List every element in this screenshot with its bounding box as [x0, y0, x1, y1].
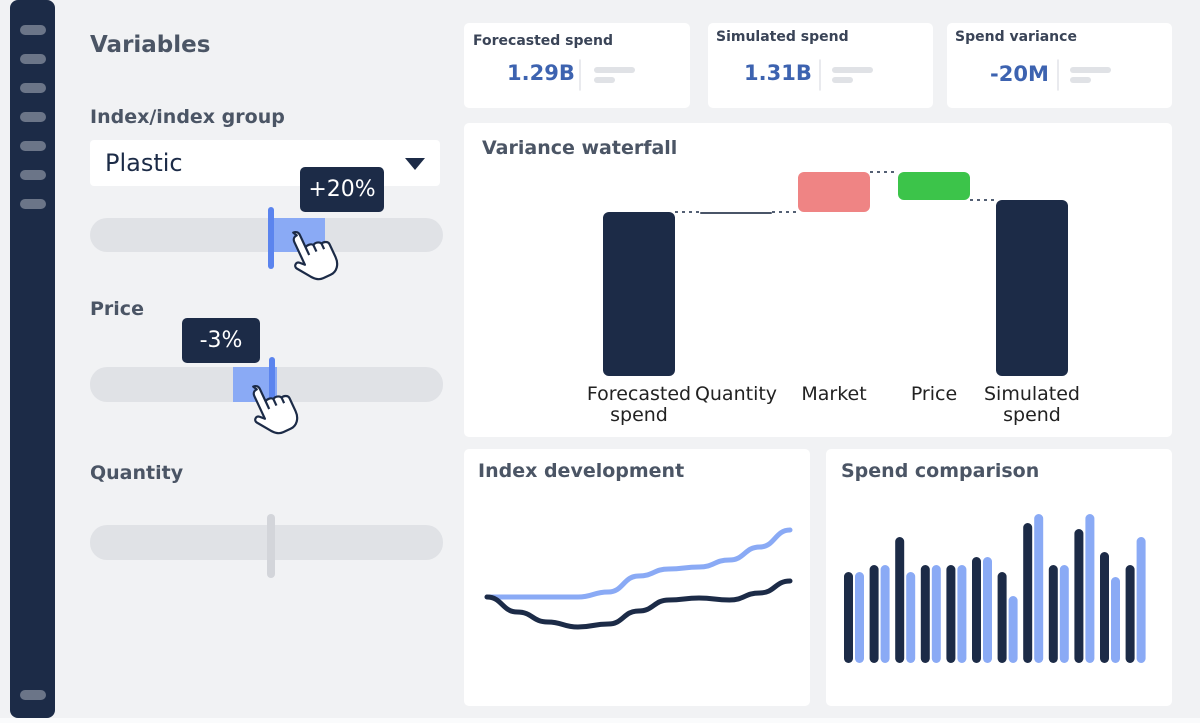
category-label: Price	[910, 383, 958, 405]
waterfall-bar	[898, 172, 970, 200]
comparison-bar	[880, 565, 890, 663]
comparison-bar	[920, 565, 930, 663]
comparison-bar	[906, 572, 916, 663]
kpi-decor	[579, 59, 1111, 91]
kpi-title: Spend variance	[955, 29, 1077, 45]
kpi-card	[464, 23, 690, 108]
waterfall-bar	[700, 212, 772, 214]
comparison-bar	[957, 565, 967, 663]
comparison-bar	[1023, 523, 1033, 663]
dropdown-value[interactable]: Plastic	[105, 149, 183, 177]
sidebar	[10, 0, 55, 718]
field-label: Index/index group	[90, 106, 285, 128]
nav-item[interactable]	[20, 199, 46, 209]
kpi-value: 1.31B	[744, 61, 812, 85]
comparison-bar	[1136, 537, 1146, 663]
waterfall-bar	[996, 200, 1068, 376]
nav-item[interactable]	[20, 690, 46, 700]
comparison-bar	[972, 557, 981, 663]
change-tooltip: -3%	[182, 318, 260, 363]
nav-item[interactable]	[20, 83, 46, 93]
comparison-bar	[1008, 596, 1018, 663]
dropdown-arrow[interactable]	[405, 158, 425, 170]
nav-item[interactable]	[20, 25, 46, 35]
slider-track[interactable]	[90, 525, 443, 560]
comparison-bar	[931, 565, 941, 663]
nav-item[interactable]	[20, 170, 46, 180]
comparison-bar	[1074, 529, 1084, 663]
comparison-bar	[844, 572, 853, 663]
comparison-bar	[1048, 565, 1058, 663]
category-label: Simulated spend	[983, 383, 1080, 426]
card-title: Index development	[478, 460, 685, 482]
comparison-bar	[997, 572, 1007, 663]
comparison-bar	[895, 537, 905, 663]
kpi-value: -20M	[990, 62, 1049, 86]
kpi-value: 1.29B	[507, 61, 575, 85]
comparison-bar	[1100, 552, 1109, 663]
nav-item[interactable]	[20, 112, 46, 122]
field-label: Price	[90, 298, 144, 320]
comparison-bar	[1034, 514, 1044, 663]
field-label: Quantity	[90, 462, 184, 484]
comparison-bar	[1085, 514, 1095, 663]
hand-cursor	[252, 384, 299, 435]
waterfall-bar	[798, 172, 870, 212]
category-label: Quantity	[694, 383, 778, 405]
comparison-bar	[946, 565, 956, 663]
kpi-title: Forecasted spend	[473, 33, 614, 49]
sidebar-items	[20, 25, 46, 700]
nav-item[interactable]	[20, 54, 46, 64]
nav-item[interactable]	[20, 141, 46, 151]
kpi-card	[947, 23, 1172, 108]
hand-cursor	[292, 230, 339, 281]
slider-track[interactable]	[90, 218, 443, 252]
comparison-bar	[1111, 577, 1120, 663]
kpi-title: Simulated spend	[716, 29, 849, 45]
category-label: Market	[801, 383, 867, 405]
card-title: Variance waterfall	[482, 137, 678, 159]
card-title: Spend comparison	[841, 460, 1040, 482]
index-line	[484, 527, 793, 600]
index-line	[484, 578, 793, 630]
category-label: Forecasted spend	[586, 383, 692, 426]
waterfall-bar	[603, 212, 675, 376]
change-tooltip: +20%	[300, 167, 384, 212]
comparison-bar	[1125, 565, 1135, 663]
comparison-bar	[869, 565, 879, 663]
comparison-bar	[1059, 565, 1069, 663]
comparison-bar	[855, 572, 864, 663]
comparison-bar	[983, 557, 992, 663]
cursor	[252, 230, 339, 435]
panel-title: Variables	[90, 32, 211, 58]
